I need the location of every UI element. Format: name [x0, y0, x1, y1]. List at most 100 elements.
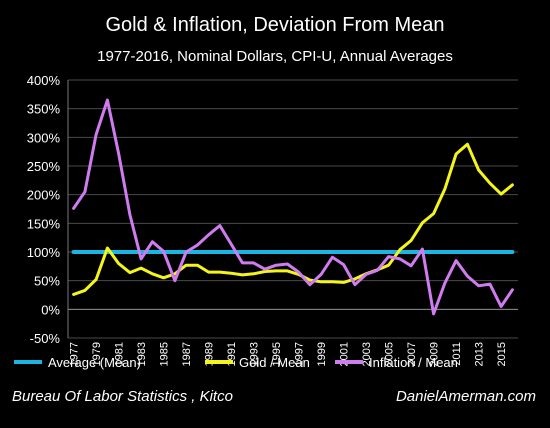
data-point: [387, 251, 390, 253]
x-tick-label: 2005: [383, 342, 395, 366]
data-point: [174, 279, 176, 282]
data-point: [331, 256, 334, 258]
data-point: [264, 268, 266, 271]
data-point: [511, 184, 514, 186]
x-tick-label: 2003: [361, 342, 373, 366]
data-point: [444, 251, 446, 253]
x-tick-label: 2009: [428, 342, 440, 366]
data-point: [309, 279, 311, 281]
data-point: [286, 270, 289, 272]
data-point: [387, 264, 390, 266]
data-point: [117, 251, 120, 253]
x-tick-label: 1985: [158, 342, 170, 366]
y-tick-label: 350%: [27, 102, 61, 117]
data-point: [196, 251, 199, 253]
x-tick-label: 2011: [451, 342, 463, 366]
data-point: [466, 143, 469, 146]
data-point: [275, 264, 277, 266]
data-point: [331, 251, 334, 253]
x-axis-ticks: 1977 1979 1981 1983 1985 1987 1989 1991 1993 1995…: [68, 342, 508, 366]
data-point: [410, 264, 412, 267]
data-point: [207, 251, 210, 253]
y-tick-label: 150%: [27, 216, 61, 231]
source-credit: Bureau Of Labor Statistics , Kitco: [12, 388, 233, 405]
data-point: [264, 270, 266, 273]
data-point: [95, 133, 97, 136]
data-point: [264, 251, 266, 253]
data-point: [129, 271, 131, 274]
data-point: [185, 264, 187, 266]
data-point: [387, 255, 390, 258]
data-point: [230, 272, 232, 275]
y-tick-label: 300%: [27, 130, 61, 145]
chart-subtitle: 1977-2016, Nominal Dollars, CPI-U, Annua…: [97, 48, 453, 65]
data-point: [432, 313, 435, 315]
data-point: [320, 281, 322, 283]
series-lines: [71, 98, 515, 316]
data-point: [354, 251, 356, 253]
data-point: [354, 283, 356, 286]
data-point: [84, 251, 86, 253]
data-point: [399, 248, 401, 251]
data-point: [410, 251, 412, 253]
data-point: [95, 278, 97, 281]
data-point: [84, 191, 86, 193]
data-point: [421, 248, 424, 250]
data-point: [129, 251, 131, 253]
data-point: [477, 285, 480, 287]
x-tick-label: 2007: [406, 342, 418, 366]
data-point: [500, 251, 502, 253]
data-point: [162, 250, 165, 253]
data-point: [241, 251, 244, 253]
y-tick-label: 100%: [27, 245, 61, 260]
data-point: [174, 272, 176, 275]
data-point: [421, 221, 424, 224]
data-point: [162, 277, 165, 279]
data-point: [207, 271, 210, 273]
data-point: [72, 251, 75, 253]
data-point: [196, 264, 199, 266]
data-point: [241, 274, 244, 276]
data-point: [399, 258, 401, 260]
data-point: [342, 263, 345, 266]
data-point: [489, 283, 491, 285]
data-point: [320, 251, 322, 253]
data-point: [342, 251, 345, 253]
y-tick-label: 250%: [27, 159, 61, 174]
gridlines: [67, 79, 518, 339]
x-tick-label: 1999: [316, 342, 328, 366]
data-point: [219, 251, 221, 253]
data-point: [365, 251, 367, 253]
data-point: [207, 234, 210, 236]
y-axis-ticks: -50% 0% 50% 100% 150% 200% 250% 300% 350% 400%: [27, 73, 61, 346]
data-point: [174, 251, 176, 253]
data-point: [489, 251, 491, 253]
data-point: [252, 251, 255, 253]
y-tick-label: 0%: [41, 302, 60, 317]
data-point: [297, 271, 300, 273]
data-point: [455, 259, 457, 262]
legend-label: Average (Mean): [48, 355, 141, 370]
data-point: [140, 258, 142, 260]
y-tick-label: 50%: [34, 274, 60, 289]
data-point: [376, 269, 379, 272]
x-tick-label: 1993: [248, 342, 260, 366]
data-point: [185, 251, 187, 253]
data-point: [95, 251, 97, 253]
data-point: [354, 278, 356, 280]
data-point: [106, 247, 109, 249]
x-tick-label: 1981: [113, 342, 125, 366]
data-point: [410, 239, 412, 242]
y-tick-label: 400%: [27, 73, 61, 88]
data-point: [219, 224, 221, 227]
data-point: [432, 251, 435, 253]
data-point: [140, 267, 142, 269]
series-line-2: [72, 142, 514, 296]
y-tick-label: 200%: [27, 188, 61, 203]
data-point: [252, 272, 255, 275]
data-point: [489, 182, 491, 184]
data-point: [511, 251, 514, 253]
data-point: [106, 99, 109, 101]
data-point: [365, 273, 367, 276]
data-point: [230, 251, 232, 253]
